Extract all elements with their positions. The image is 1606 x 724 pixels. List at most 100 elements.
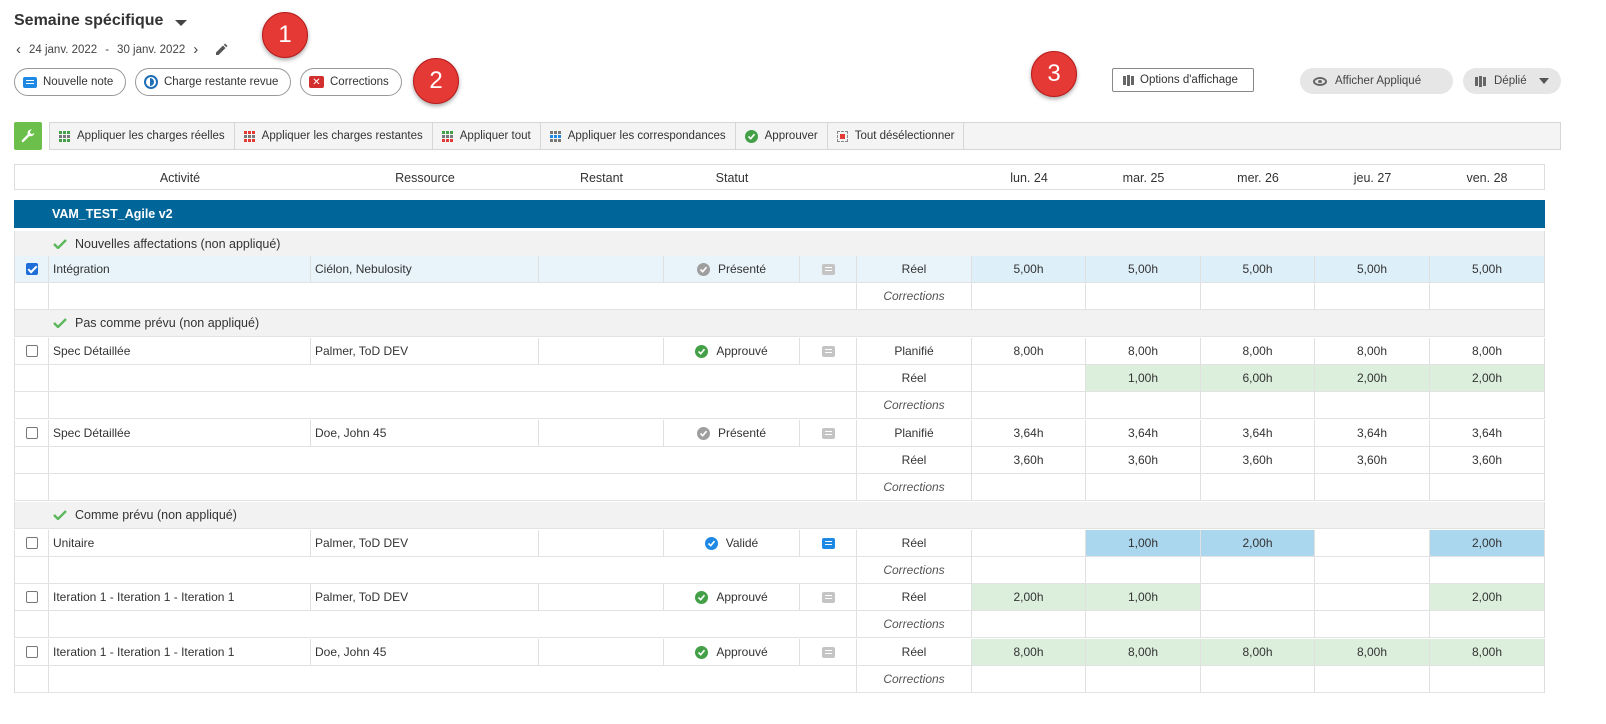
day-cell[interactable]: 8,00h [972,338,1086,364]
day-cell[interactable] [1315,557,1430,583]
col-header-day[interactable]: ven. 28 [1466,171,1508,185]
day-cell[interactable]: 2,00h [972,584,1086,610]
day-cell[interactable]: 3,64h [1201,420,1315,446]
remaining-cell[interactable] [539,420,664,446]
comment-icon[interactable] [821,646,835,658]
day-cell[interactable]: 8,00h [1201,338,1315,364]
day-cell[interactable] [1201,584,1315,610]
chevron-right-icon[interactable]: › [193,41,199,58]
comment-icon[interactable] [821,537,835,549]
charge-review-button[interactable]: Charge restante revue [135,68,292,96]
row-checkbox[interactable] [25,263,38,275]
day-cell[interactable]: 6,00h [1201,365,1315,391]
day-cell[interactable] [1315,584,1430,610]
day-cell[interactable]: 3,60h [1086,447,1201,473]
col-header-day[interactable]: jeu. 27 [1353,171,1392,185]
day-cell[interactable]: 3,64h [1315,420,1430,446]
project-header[interactable]: VAM_TEST_Agile v2 [14,200,1545,228]
day-cell[interactable] [972,365,1086,391]
remaining-cell[interactable] [539,338,664,364]
day-cell[interactable]: 8,00h [972,639,1086,665]
day-cell[interactable]: 2,00h [1430,530,1544,556]
day-cell[interactable] [1086,392,1201,418]
day-cell[interactable]: 5,00h [972,256,1086,282]
approve-action[interactable]: Approuver [736,123,828,149]
table-row[interactable]: Unitaire Palmer, ToD DEV Validé Réel 1,0… [14,530,1545,557]
apply-all-action[interactable]: Appliquer tout [433,123,541,149]
row-checkbox[interactable] [25,345,38,357]
day-cell[interactable] [1201,666,1315,692]
day-cell[interactable]: 8,00h [1471,344,1503,358]
day-cell[interactable]: 3,60h [1201,447,1315,473]
display-options-button[interactable]: Options d'affichage [1112,68,1254,92]
day-cell[interactable]: 5,00h [1315,256,1430,282]
day-cell[interactable]: 8,00h [1201,639,1315,665]
day-cell[interactable]: 3,60h [972,447,1086,473]
day-cell[interactable] [1201,283,1315,309]
remaining-cell[interactable] [539,256,664,282]
day-cell[interactable] [1086,557,1201,583]
day-cell[interactable] [1086,611,1201,637]
day-cell[interactable]: 8,00h [1086,338,1201,364]
row-checkbox[interactable] [25,591,38,603]
day-cell[interactable]: 3,64h [1471,426,1503,440]
col-header-resource[interactable]: Ressource [395,171,455,185]
day-cell[interactable]: 5,00h [1430,256,1544,282]
wrench-icon[interactable] [14,122,42,150]
table-row[interactable]: Iteration 1 - Iteration 1 - Iteration 1 … [14,639,1545,666]
show-applied-button[interactable]: Afficher Appliqué [1300,68,1453,94]
day-cell[interactable]: 2,00h [1430,365,1544,391]
remaining-cell[interactable] [539,639,664,665]
comment-cell[interactable] [800,256,857,282]
new-note-button[interactable]: Nouvelle note [14,68,127,96]
day-cell[interactable]: 8,00h [1315,639,1430,665]
day-cell[interactable]: 1,00h [1086,584,1201,610]
day-cell[interactable]: 3,60h [1315,447,1430,473]
day-cell[interactable]: 3,60h [1471,453,1503,467]
day-cell[interactable]: 8,00h [1086,639,1201,665]
remaining-cell[interactable] [539,584,664,610]
comment-icon[interactable] [821,591,835,603]
day-cell[interactable]: 8,00h [1430,639,1544,665]
col-header-day[interactable]: mer. 26 [1237,171,1279,185]
day-cell[interactable] [1201,392,1315,418]
comment-icon[interactable] [821,345,835,357]
day-cell[interactable] [1315,666,1430,692]
day-cell[interactable]: 3,64h [1086,420,1201,446]
day-cell[interactable]: 8,00h [1315,338,1430,364]
deselect-all-action[interactable]: Tout désélectionner [828,123,965,149]
row-checkbox[interactable] [25,427,38,439]
col-header-status[interactable]: Statut [715,171,749,185]
day-cell[interactable] [1086,474,1201,500]
comment-icon[interactable] [821,263,835,275]
day-cell[interactable] [972,283,1086,309]
day-cell[interactable] [1086,283,1201,309]
day-cell[interactable]: 1,00h [1086,530,1201,556]
day-cell[interactable] [972,666,1086,692]
day-cell[interactable]: 1,00h [1086,365,1201,391]
remaining-cell[interactable] [539,530,664,556]
table-row[interactable]: Iteration 1 - Iteration 1 - Iteration 1 … [14,584,1545,611]
col-header-activity[interactable]: Activité [159,171,201,185]
day-cell[interactable]: 5,00h [1086,256,1201,282]
day-cell[interactable]: 2,00h [1315,365,1430,391]
day-cell[interactable] [972,392,1086,418]
row-checkbox[interactable] [25,646,38,658]
row-checkbox[interactable] [25,537,38,549]
day-cell[interactable] [972,611,1086,637]
apply-actual-charges-action[interactable]: Appliquer les charges réelles [50,123,235,149]
day-cell[interactable] [1315,611,1430,637]
group-header[interactable]: Comme prévu (non appliqué) [14,502,1545,529]
corrections-button[interactable]: ✕ Corrections [300,68,402,96]
day-cell[interactable] [1201,557,1315,583]
day-cell[interactable] [1315,530,1430,556]
day-cell[interactable] [1315,283,1430,309]
day-cell[interactable] [972,530,1086,556]
apply-matches-action[interactable]: Appliquer les correspondances [541,123,736,149]
day-cell[interactable]: 2,00h [1430,584,1544,610]
chevron-left-icon[interactable]: ‹ [16,41,21,58]
day-cell[interactable]: 5,00h [1201,256,1315,282]
day-cell[interactable] [972,557,1086,583]
page-title[interactable]: Semaine spécifique [14,12,188,30]
day-cell[interactable]: 2,00h [1201,530,1315,556]
